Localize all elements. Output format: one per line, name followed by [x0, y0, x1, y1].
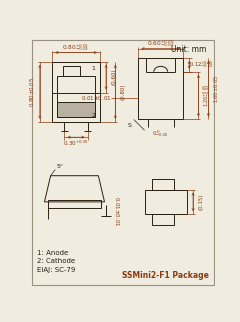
Text: 2: 2	[92, 113, 96, 118]
Text: $0.12^{+0.05}_{-0.02}$: $0.12^{+0.05}_{-0.02}$	[189, 60, 214, 70]
Text: $1.20^{+0.05}_{-0.03}$: $1.20^{+0.05}_{-0.03}$	[201, 84, 212, 107]
Bar	[152, 179, 174, 190]
Text: EIAJ: SC-79: EIAJ: SC-79	[37, 267, 75, 273]
Text: $0.60^{+0.05}_{-0.03}$: $0.60^{+0.05}_{-0.03}$	[147, 38, 174, 49]
Bar	[57, 76, 95, 117]
Text: 1: Anode: 1: Anode	[37, 250, 68, 256]
Bar	[48, 200, 102, 208]
Text: (0.60): (0.60)	[111, 69, 116, 85]
Text: $0.30^{+0.05}$: $0.30^{+0.05}$	[63, 139, 89, 148]
Text: $0.01{\pm}0.01$: $0.01{\pm}0.01$	[81, 94, 111, 102]
Text: $1.60{\pm}0.05$: $1.60{\pm}0.05$	[212, 75, 220, 103]
Bar	[57, 102, 95, 117]
Text: $0.80{\pm}0.05$: $0.80{\pm}0.05$	[28, 77, 36, 107]
Text: $0^{\ 0}_{-0.05}$: $0^{\ 0}_{-0.05}$	[152, 128, 169, 139]
Text: (0.15): (0.15)	[198, 194, 203, 210]
Bar	[152, 214, 174, 225]
Bar	[144, 190, 187, 214]
Bar	[138, 58, 183, 119]
Text: S: S	[127, 123, 131, 128]
Text: Unit: mm: Unit: mm	[171, 45, 206, 54]
Text: (0.80): (0.80)	[120, 83, 126, 100]
Text: SSMini2-F1 Package: SSMini2-F1 Package	[122, 271, 209, 280]
Text: 5°: 5°	[56, 164, 63, 169]
Bar	[63, 66, 80, 76]
Text: $0.80^{+0.05}_{-0.03}$: $0.80^{+0.05}_{-0.03}$	[62, 42, 90, 52]
Text: 2: Cathode: 2: Cathode	[37, 258, 75, 264]
Bar	[52, 62, 100, 122]
Text: $0.01{\pm}0.01$: $0.01{\pm}0.01$	[113, 196, 121, 226]
Text: 1: 1	[92, 66, 96, 71]
